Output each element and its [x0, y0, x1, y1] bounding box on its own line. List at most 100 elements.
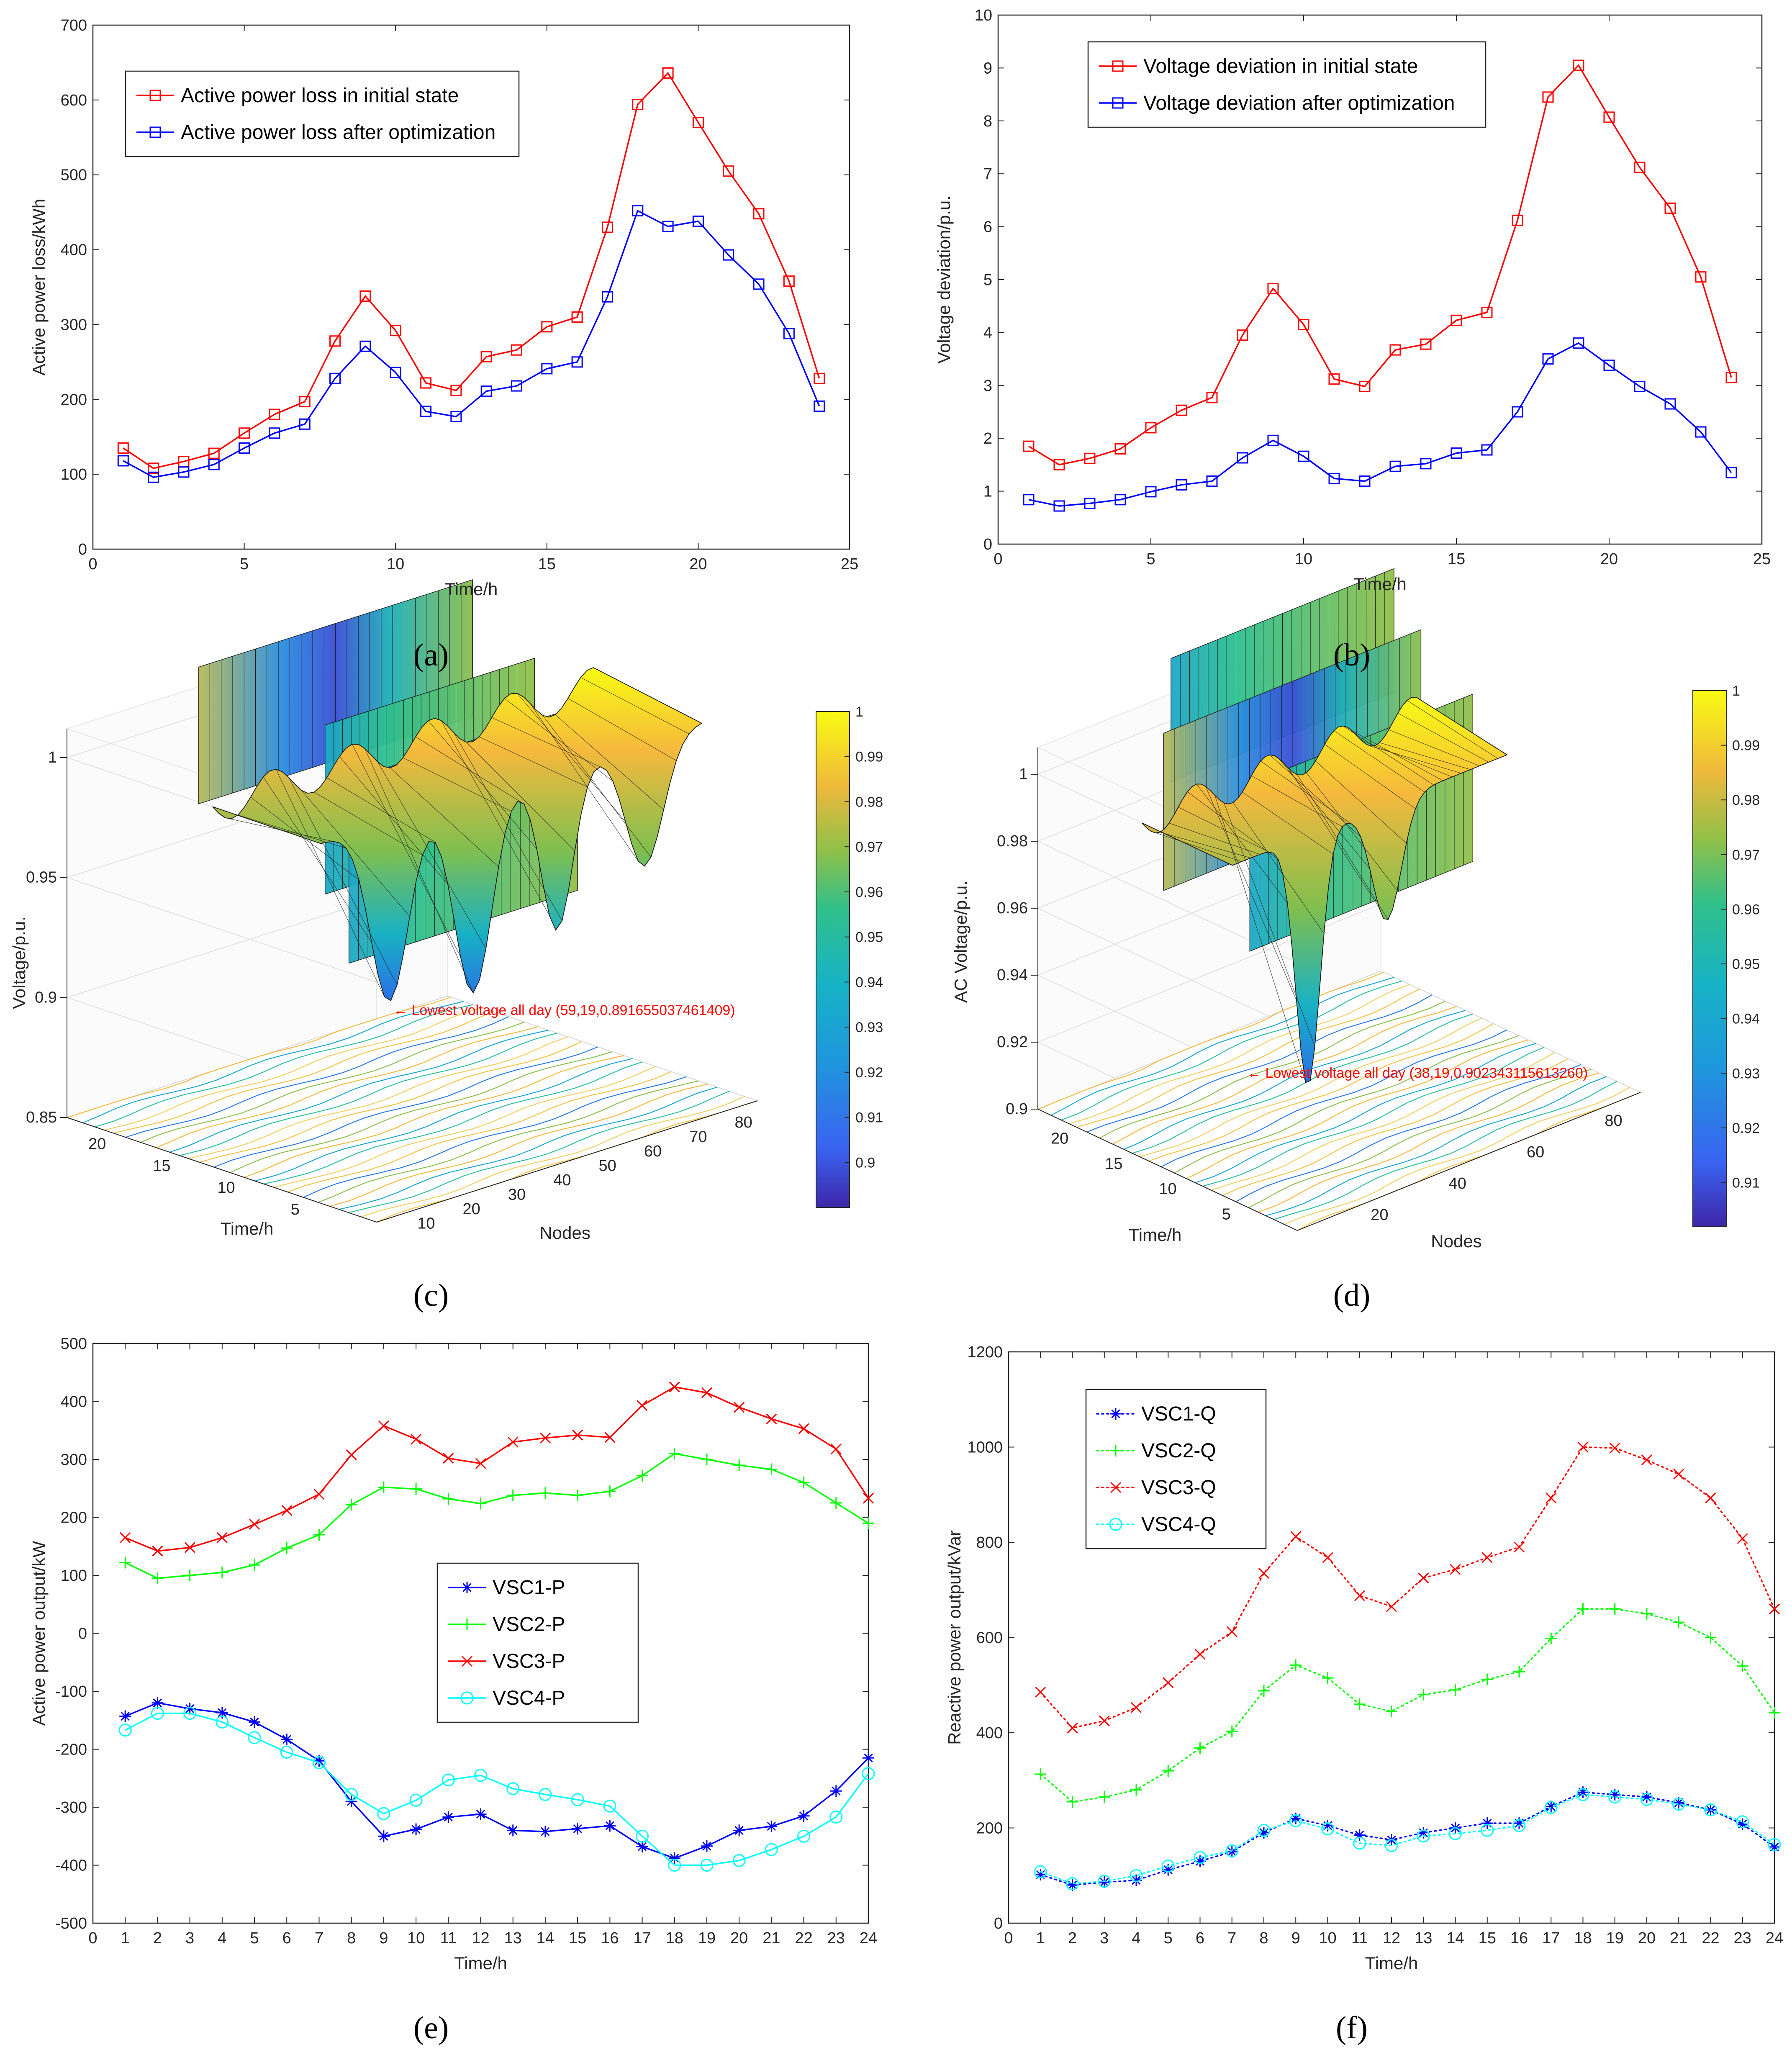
- x-tick-label: 20: [689, 555, 707, 573]
- data-point: [765, 1820, 778, 1832]
- y-tick-label: 400: [976, 1724, 1003, 1742]
- data-point: [475, 1498, 487, 1510]
- data-point: [1353, 1837, 1366, 1850]
- data-point: [1298, 450, 1309, 462]
- data-point: [377, 1807, 390, 1820]
- data-point: [723, 165, 734, 177]
- floor-contour: [339, 1087, 718, 1210]
- data-point: [1206, 475, 1218, 487]
- floor-contour: [1235, 1064, 1581, 1202]
- colorbar-tick-label: 0.94: [855, 974, 883, 990]
- data-point: [1705, 1631, 1717, 1644]
- data-point: [1481, 1552, 1493, 1563]
- data-point: [692, 216, 704, 227]
- data-point: [420, 406, 432, 417]
- x-axis-label: Time/h: [1353, 574, 1407, 594]
- data-point: [1573, 59, 1584, 71]
- mesh-line: [567, 698, 677, 761]
- data-point: [604, 1432, 616, 1443]
- data-point: [798, 1477, 810, 1489]
- data-point: [442, 1773, 455, 1787]
- data-point: [1226, 1846, 1238, 1858]
- data-point: [1237, 452, 1248, 464]
- data-point: [539, 1788, 552, 1801]
- y-tick-label: -100: [55, 1683, 87, 1701]
- data-point: [637, 1400, 648, 1411]
- floor-contour: [1186, 1039, 1529, 1179]
- data-point: [1603, 360, 1615, 371]
- mesh-line: [1178, 807, 1269, 853]
- data-point: [475, 1458, 486, 1469]
- data-point: [1450, 1564, 1461, 1575]
- data-point: [1035, 1868, 1047, 1880]
- data-point: [299, 396, 311, 408]
- data-point: [148, 471, 159, 483]
- data-point: [1194, 1742, 1206, 1754]
- data-point: [329, 372, 341, 384]
- data-point: [1481, 1673, 1493, 1685]
- x-tick-label: 3: [185, 1929, 194, 1947]
- mesh-line: [1370, 745, 1461, 774]
- data-point: [152, 1545, 163, 1557]
- data-point: [1641, 1608, 1653, 1620]
- data-point: [1546, 1492, 1557, 1504]
- data-point: [1359, 475, 1371, 487]
- data-point: [572, 1429, 583, 1441]
- x-tick-label: 15: [538, 555, 556, 573]
- data-point: [1023, 494, 1035, 506]
- x-tick-label: 8: [347, 1929, 356, 1947]
- data-point: [511, 380, 522, 392]
- data-point: [1769, 1707, 1780, 1719]
- node-tick-label: 30: [508, 1186, 526, 1203]
- legend: Active power loss in initial state Active…: [125, 70, 520, 157]
- floor-contour: [1174, 1035, 1520, 1174]
- data-point: [410, 1483, 422, 1495]
- data-point: [359, 340, 371, 352]
- y-tick-label: 1: [983, 483, 992, 501]
- data-point: [732, 1854, 746, 1867]
- data-point: [1736, 1815, 1749, 1829]
- data-point: [208, 447, 220, 459]
- x-tick-label: 22: [1702, 1929, 1719, 1947]
- series-line-vsc2-p: [125, 1453, 869, 1579]
- y-tick-label: 3: [983, 377, 992, 395]
- mesh-line: [580, 677, 689, 734]
- data-point: [1386, 1705, 1397, 1717]
- legend-marker: [1110, 1482, 1122, 1493]
- y-tick-label: 1200: [967, 1343, 1003, 1361]
- floor-contour: [1297, 1092, 1641, 1231]
- colorbar-tick-label: 0.98: [1732, 792, 1760, 808]
- y-tick-label: 7: [983, 165, 992, 183]
- data-point: [1084, 452, 1096, 464]
- panel-caption: (c): [413, 1278, 449, 1313]
- floor-contour: [230, 1051, 613, 1173]
- chart-d: 0.9 0.92 0.94 0.96 0.98 1 20 40 60 80 5 10 15 20 Nodes…: [951, 568, 1760, 1313]
- colorbar-tick-label: 0.91: [1732, 1175, 1760, 1191]
- data-point: [1641, 1791, 1653, 1803]
- x-tick-label: 10: [1295, 550, 1312, 568]
- colorbar: [816, 711, 850, 1208]
- data-point: [1542, 353, 1554, 365]
- colorbar-tick-label: 0.96: [855, 884, 883, 900]
- data-point: [507, 1824, 519, 1837]
- legend-entry: VSC3-P: [493, 1650, 565, 1672]
- lowest-voltage-annotation: ← Lowest voltage all day (59,19,0.891655…: [393, 1002, 735, 1018]
- data-point: [1290, 1659, 1302, 1671]
- mesh-line: [593, 667, 702, 724]
- data-point: [248, 1731, 261, 1744]
- data-point: [269, 427, 280, 439]
- mesh-line: [225, 817, 334, 842]
- data-point: [1258, 1567, 1270, 1579]
- data-point: [733, 1459, 745, 1471]
- y-tick-label: 0: [983, 536, 992, 553]
- series-line-active-power-loss-after-optimization: [123, 210, 820, 478]
- mesh-line: [555, 714, 664, 810]
- time-tick-label: 5: [291, 1201, 300, 1218]
- data-point: [700, 1859, 714, 1872]
- data-point: [281, 1733, 293, 1745]
- data-point: [1098, 1875, 1111, 1888]
- data-point: [1225, 1844, 1239, 1857]
- data-point: [1098, 1791, 1110, 1803]
- data-point: [378, 1420, 389, 1431]
- y-tick-label: 100: [61, 1567, 87, 1585]
